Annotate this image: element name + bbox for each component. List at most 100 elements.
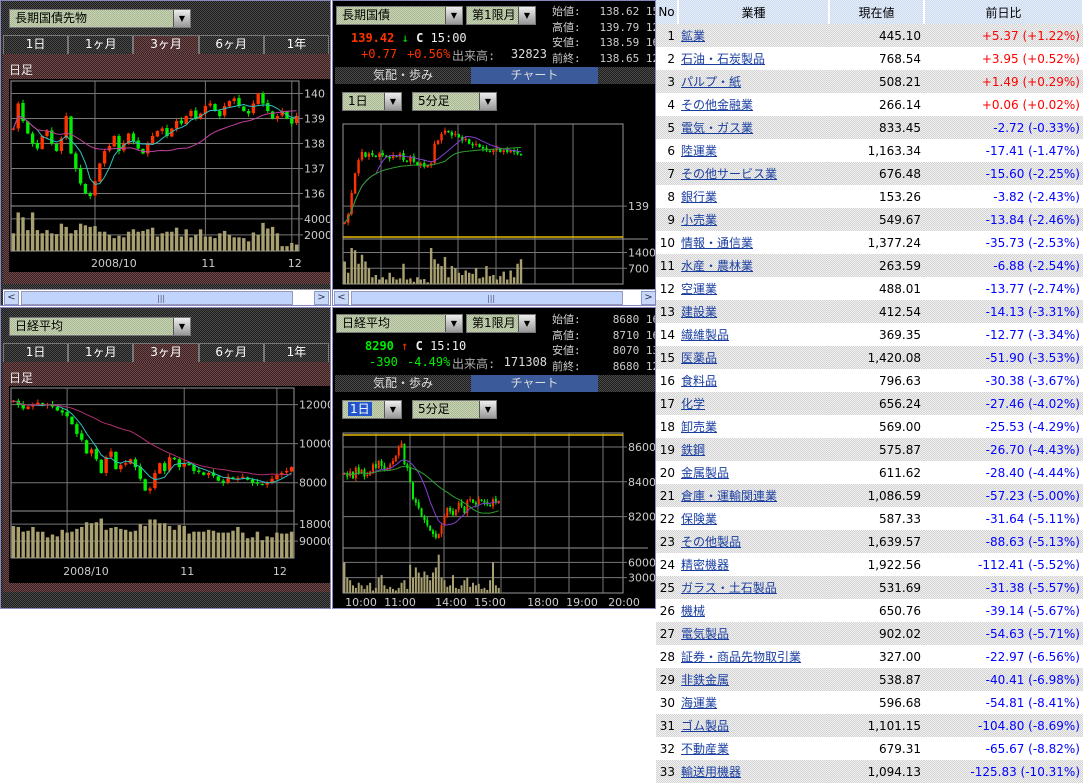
sector-price: 1,101.15 [829,714,924,737]
tab-3m[interactable]: 3ヶ月 [133,343,199,362]
sector-link[interactable]: 証券・商品先物取引業 [681,650,802,664]
interval-select[interactable]: 5分足 ▼ [412,400,497,419]
tab-quotes[interactable]: 気配・歩み [335,375,471,392]
dropdown-arrow-icon[interactable]: ▼ [173,318,190,335]
range-select[interactable]: 1日 ▼ [342,400,402,419]
volume-bar [432,572,434,593]
contract-select[interactable]: 第1限月 ▼ [466,6,536,25]
tab-1d[interactable]: 1日 [3,343,69,362]
symbol-select[interactable]: 長期国債 ▼ [336,6,463,25]
tab-1d[interactable]: 1日 [3,35,69,54]
sector-link[interactable]: パルプ・紙 [681,75,742,89]
sector-link[interactable]: ガラス・土石製品 [681,581,777,595]
sector-name: 空運業 [678,277,829,300]
dropdown-arrow-icon[interactable]: ▼ [518,7,535,24]
volume-bar [216,532,221,558]
sector-link[interactable]: 食料品 [681,374,718,388]
sector-link[interactable]: ゴム製品 [681,719,730,733]
sector-link[interactable]: 陸運業 [681,144,718,158]
tab-1y[interactable]: 1年 [263,35,330,54]
dropdown-arrow-icon[interactable]: ▼ [445,315,462,332]
sector-link[interactable]: 空運業 [681,282,718,296]
scroll-left-icon[interactable]: < [4,291,19,305]
volume-bar [378,279,381,284]
dropdown-arrow-icon[interactable]: ▼ [384,401,401,418]
sector-link[interactable]: 精密機器 [681,558,730,572]
sector-link[interactable]: 鉱業 [681,29,706,43]
volume-bar [107,234,112,251]
scroll-left-icon[interactable]: < [334,291,349,305]
sector-link[interactable]: 化学 [681,397,706,411]
sector-link[interactable]: その他金融業 [681,98,754,112]
sector-link[interactable]: 情報・通信業 [681,236,754,250]
horizontal-scrollbar[interactable]: < ||| > [3,289,330,305]
sector-link[interactable]: 医薬品 [681,351,718,365]
sector-link[interactable]: 小売業 [681,213,718,227]
volume-bar [194,234,198,251]
sector-link[interactable]: 鉄鋼 [681,443,706,457]
tab-chart[interactable]: チャート [471,67,598,84]
dropdown-arrow-icon[interactable]: ▼ [518,315,535,332]
volume-bar [360,585,363,593]
volume-bar [138,524,143,558]
tab-6m[interactable]: 6ヶ月 [198,343,264,362]
sector-name: 保険業 [678,507,829,530]
sector-link[interactable]: その他サービス業 [681,167,778,181]
sector-link[interactable]: 石油・石炭製品 [681,52,766,66]
tab-chart[interactable]: チャート [471,375,598,392]
sector-link[interactable]: 電気製品 [681,627,730,641]
scroll-right-icon[interactable]: > [641,291,655,305]
sector-link[interactable]: 機械 [681,604,706,618]
range-select[interactable]: 1日 ▼ [342,92,402,111]
sector-link[interactable]: その他製品 [681,535,742,549]
sector-link[interactable]: 海運業 [681,696,718,710]
tab-1m[interactable]: 1ヶ月 [68,343,134,362]
dropdown-arrow-icon[interactable]: ▼ [384,93,401,110]
symbol-select[interactable]: 日経平均 ▼ [336,314,463,333]
scroll-thumb[interactable]: ||| [351,291,623,305]
sector-link[interactable]: 輸送用機器 [681,765,742,779]
scroll-right-icon[interactable]: > [314,291,329,305]
candle [443,130,447,134]
symbol-select[interactable]: 日経平均 ▼ [9,317,191,336]
sector-link[interactable]: 金属製品 [681,466,730,480]
sector-link[interactable]: 倉庫・運輸関連業 [681,489,778,503]
tab-3m[interactable]: 3ヶ月 [133,35,199,54]
interval-select[interactable]: 5分足 ▼ [412,92,497,111]
sector-link[interactable]: 銀行業 [681,190,718,204]
candle [471,143,474,146]
dropdown-arrow-icon[interactable]: ▼ [479,401,496,418]
sector-link[interactable]: 非鉄金属 [681,673,730,687]
volume-bar [227,234,232,251]
sector-link[interactable]: 卸売業 [681,420,718,434]
change-value: -13.84 [985,212,1025,227]
sector-link[interactable]: 電気・ガス業 [681,121,754,135]
dropdown-arrow-icon[interactable]: ▼ [479,93,496,110]
sector-link[interactable]: 繊維製品 [681,328,730,342]
candle [54,144,59,151]
candle [377,460,380,469]
dropdown-arrow-icon[interactable]: ▼ [445,7,462,24]
sector-name: 電気・ガス業 [678,116,829,139]
symbol-select[interactable]: 長期国債先物 ▼ [9,9,191,28]
horizontal-scrollbar[interactable]: < ||| > [333,289,655,305]
candle [409,156,412,162]
candle [213,104,217,111]
candle [30,133,35,144]
sector-link[interactable]: 水産・農林業 [681,259,754,273]
tab-quotes[interactable]: 気配・歩み [335,67,471,84]
volume-bar [354,587,357,593]
tab-6m[interactable]: 6ヶ月 [198,35,264,54]
stat-value: 139.79 [599,20,640,34]
volume-bar [275,532,279,558]
sector-name: ガラス・土石製品 [678,576,829,599]
contract-select[interactable]: 第1限月 ▼ [466,314,536,333]
dropdown-arrow-icon[interactable]: ▼ [173,10,190,27]
sector-link[interactable]: 保険業 [681,512,718,526]
tab-1y[interactable]: 1年 [263,343,330,362]
scroll-thumb[interactable]: ||| [21,291,293,305]
sector-link[interactable]: 建設業 [681,305,718,319]
tab-1m[interactable]: 1ヶ月 [68,35,134,54]
sector-link[interactable]: 不動産業 [681,742,730,756]
volume-bar [353,250,357,284]
